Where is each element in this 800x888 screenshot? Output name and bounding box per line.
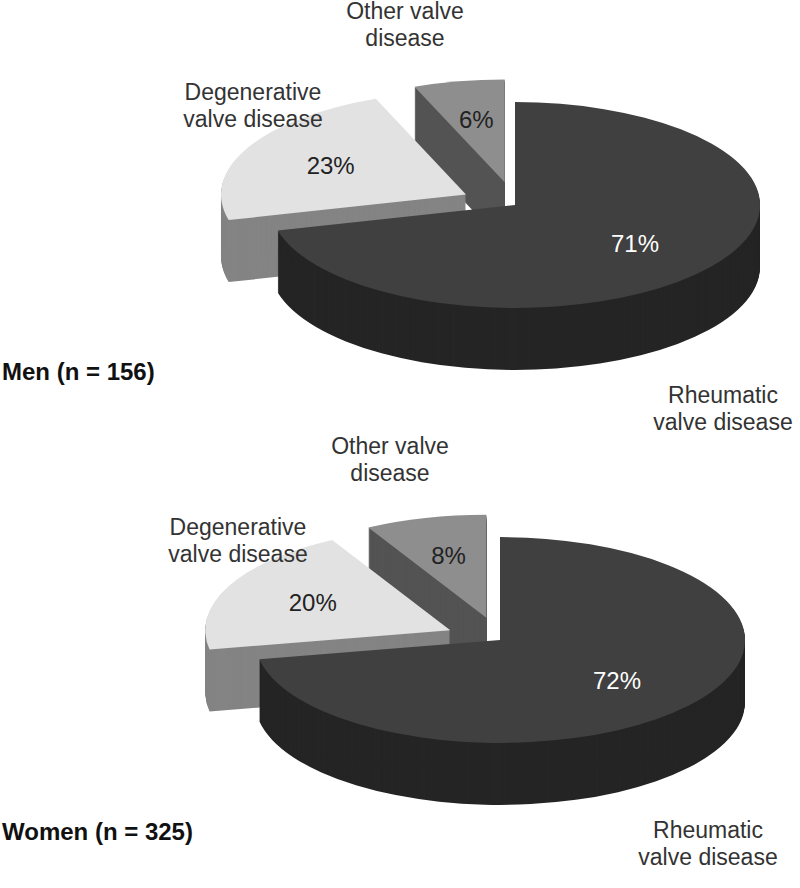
data-label: 71% — [611, 230, 659, 257]
category-label-line: valve disease — [168, 541, 307, 567]
data-label: 72% — [593, 667, 641, 694]
data-label: 20% — [289, 589, 337, 616]
category-label-line: Rheumatic — [653, 817, 763, 843]
slice — [368, 515, 486, 618]
data-label: 6% — [459, 106, 494, 133]
pie-chart: 72%20%8%Rheumaticvalve diseaseDegenerati… — [2, 433, 778, 870]
pie-chart: 71%23%6%Rheumaticvalve diseaseDegenerati… — [2, 0, 793, 435]
category-label-line: Degenerative — [170, 514, 307, 540]
slice — [415, 79, 505, 182]
category-label-line: Rheumatic — [668, 382, 778, 408]
category-label-line: valve disease — [653, 409, 792, 435]
category-label: Rheumaticvalve disease — [638, 817, 777, 870]
chart-title: Men (n = 156) — [2, 358, 155, 385]
chart-title: Women (n = 325) — [2, 818, 193, 845]
category-label: Degenerativevalve disease — [168, 514, 307, 567]
category-label: Other valvedisease — [331, 433, 449, 486]
data-label: 8% — [431, 542, 466, 569]
category-label-line: disease — [365, 25, 444, 51]
data-label: 23% — [307, 152, 355, 179]
category-label-line: Degenerative — [185, 79, 322, 105]
category-label-line: Other valve — [346, 0, 464, 24]
category-label-line: valve disease — [183, 106, 322, 132]
category-label-line: valve disease — [638, 844, 777, 870]
category-label-line: disease — [350, 460, 429, 486]
category-label: Other valvedisease — [346, 0, 464, 51]
category-label: Degenerativevalve disease — [183, 79, 322, 132]
category-label: Rheumaticvalve disease — [653, 382, 792, 435]
category-label-line: Other valve — [331, 433, 449, 459]
chart-root: 71%23%6%Rheumaticvalve diseaseDegenerati… — [0, 0, 800, 888]
